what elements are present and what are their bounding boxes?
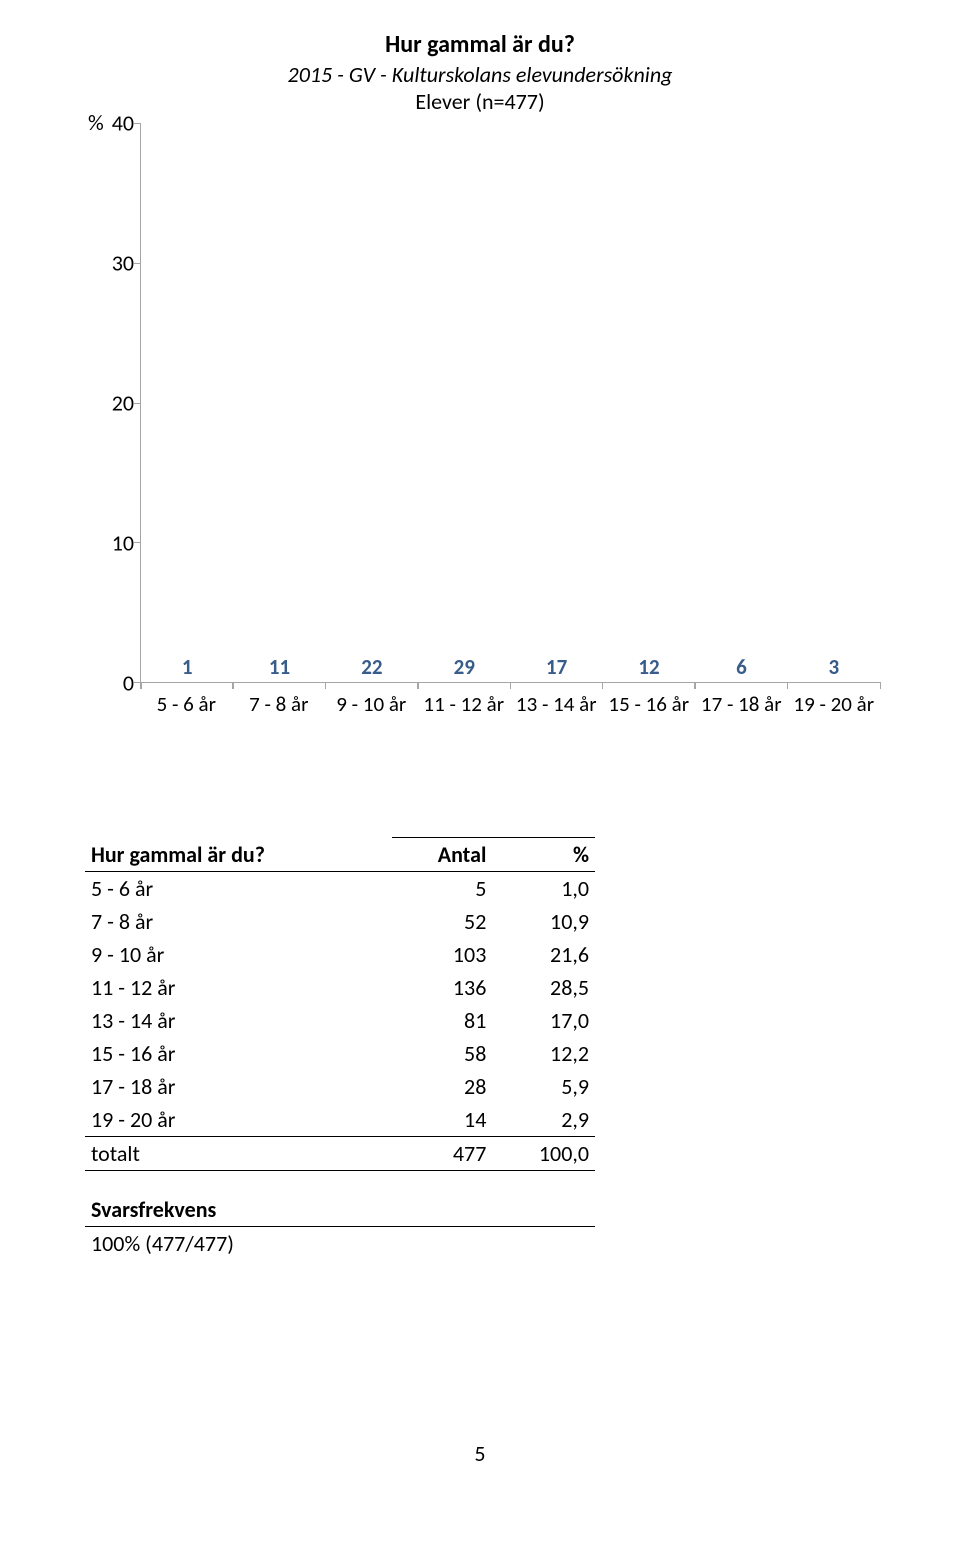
row-count: 28 <box>392 1070 492 1103</box>
bar-value-label: 6 <box>708 654 775 680</box>
row-label: 13 - 14 år <box>85 1004 392 1037</box>
col-question: Hur gammal är du? <box>85 838 392 872</box>
freq-header: Svarsfrekvens <box>85 1193 595 1227</box>
row-count: 14 <box>392 1103 492 1137</box>
table-row: 15 - 16 år5812,2 <box>85 1037 595 1070</box>
y-tick-label: 30 <box>100 250 134 277</box>
total-pct: 100,0 <box>492 1137 595 1171</box>
chart-title: Hur gammal är du? <box>80 30 880 59</box>
row-pct: 2,9 <box>492 1103 595 1137</box>
row-count: 136 <box>392 971 492 1004</box>
chart-subtitle: 2015 - GV - Kulturskolans elevundersökni… <box>80 61 880 88</box>
total-count: 477 <box>392 1137 492 1171</box>
freq-value: 100% (477/477) <box>85 1227 595 1261</box>
table-row: 13 - 14 år8117,0 <box>85 1004 595 1037</box>
x-tick-label: 17 - 18 år <box>695 683 788 717</box>
page-number: 5 <box>80 1440 880 1467</box>
bar-value-label: 29 <box>431 654 498 680</box>
table-row: 7 - 8 år5210,9 <box>85 905 595 938</box>
table-row: 17 - 18 år285,9 <box>85 1070 595 1103</box>
table-row: 11 - 12 år13628,5 <box>85 971 595 1004</box>
row-label: 9 - 10 år <box>85 938 392 971</box>
row-label: 15 - 16 år <box>85 1037 392 1070</box>
data-table-section: Hur gammal är du? Antal % 5 - 6 år51,07 … <box>85 837 880 1260</box>
row-count: 5 <box>392 872 492 906</box>
row-pct: 12,2 <box>492 1037 595 1070</box>
row-label: 5 - 6 år <box>85 872 392 906</box>
bar-value-label: 17 <box>523 654 590 680</box>
row-label: 19 - 20 år <box>85 1103 392 1137</box>
data-table: Hur gammal är du? Antal % 5 - 6 år51,07 … <box>85 837 595 1171</box>
bar-value-label: 22 <box>339 654 406 680</box>
bar-value-label: 11 <box>246 654 313 680</box>
row-pct: 1,0 <box>492 872 595 906</box>
bar-value-label: 12 <box>616 654 683 680</box>
x-tick-label: 15 - 16 år <box>603 683 696 717</box>
row-pct: 28,5 <box>492 971 595 1004</box>
col-pct: % <box>492 838 595 872</box>
row-count: 81 <box>392 1004 492 1037</box>
table-total-row: totalt477100,0 <box>85 1137 595 1171</box>
chart-sample: Elever (n=477) <box>80 88 880 115</box>
response-rate-table: Svarsfrekvens 100% (477/477) <box>85 1193 595 1260</box>
page: Hur gammal är du? 2015 - GV - Kulturskol… <box>0 0 960 1507</box>
x-tick-label: 19 - 20 år <box>788 683 881 717</box>
row-label: 11 - 12 år <box>85 971 392 1004</box>
row-count: 58 <box>392 1037 492 1070</box>
total-label: totalt <box>85 1137 392 1171</box>
row-pct: 5,9 <box>492 1070 595 1103</box>
y-tick-label: 40 <box>100 110 134 137</box>
row-count: 103 <box>392 938 492 971</box>
table-row: 19 - 20 år142,9 <box>85 1103 595 1137</box>
row-pct: 21,6 <box>492 938 595 971</box>
x-tick-label: 9 - 10 år <box>325 683 418 717</box>
y-tick-label: 0 <box>100 670 134 697</box>
bar-value-label: 1 <box>154 654 221 680</box>
x-tick-label: 5 - 6 år <box>140 683 233 717</box>
bar-value-label: 3 <box>801 654 868 680</box>
row-label: 17 - 18 år <box>85 1070 392 1103</box>
bar-chart: % 010203040 1112229171263 5 - 6 år7 - 8 … <box>100 123 880 717</box>
row-count: 52 <box>392 905 492 938</box>
x-tick-label: 7 - 8 år <box>233 683 326 717</box>
x-tick-label: 11 - 12 år <box>418 683 511 717</box>
table-row: 9 - 10 år10321,6 <box>85 938 595 971</box>
row-pct: 10,9 <box>492 905 595 938</box>
x-tick-label: 13 - 14 år <box>510 683 603 717</box>
row-label: 7 - 8 år <box>85 905 392 938</box>
table-row: 5 - 6 år51,0 <box>85 872 595 906</box>
row-pct: 17,0 <box>492 1004 595 1037</box>
plot-area: 1112229171263 <box>140 123 880 683</box>
y-tick-label: 20 <box>100 390 134 417</box>
y-tick-label: 10 <box>100 530 134 557</box>
col-count: Antal <box>392 838 492 872</box>
